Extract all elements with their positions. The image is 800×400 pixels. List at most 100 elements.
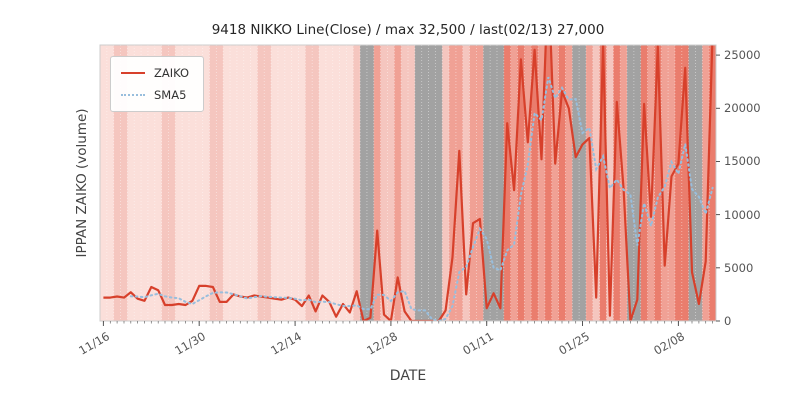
day-band: [599, 45, 607, 321]
legend-item-sma5: SMA5: [121, 88, 189, 102]
day-band: [449, 45, 457, 321]
day-band: [462, 45, 470, 321]
day-band: [613, 45, 621, 321]
day-band: [195, 45, 204, 321]
day-band: [647, 45, 655, 321]
x-axis-label: DATE: [389, 368, 427, 384]
day-band: [366, 45, 375, 321]
day-band: [202, 45, 210, 321]
day-band: [606, 45, 614, 321]
y-tick-label: 15000: [724, 154, 761, 169]
day-band: [695, 45, 703, 321]
day-band: [455, 45, 464, 321]
day-band: [387, 45, 395, 321]
day-band: [319, 45, 327, 321]
day-band: [120, 45, 128, 321]
day-band: [435, 45, 443, 321]
day-band: [243, 45, 251, 321]
day-band: [544, 45, 553, 321]
day-band: [134, 45, 142, 321]
day-band: [592, 45, 601, 321]
day-band: [216, 45, 224, 321]
day-band: [257, 45, 265, 321]
day-band: [627, 45, 635, 321]
day-band: [702, 45, 710, 321]
y-axis-label: IPPAN ZAIKO (volume): [74, 108, 90, 258]
day-band: [503, 45, 512, 321]
day-band: [223, 45, 231, 321]
day-band: [572, 45, 580, 321]
day-band: [106, 45, 115, 321]
day-band: [353, 45, 361, 321]
day-band: [394, 45, 402, 321]
day-band: [565, 45, 573, 321]
zaiko-line-sample: [121, 72, 145, 74]
day-band: [442, 45, 450, 321]
day-band: [127, 45, 135, 321]
day-band: [100, 45, 108, 321]
plot-border: [99, 44, 717, 322]
day-band: [654, 45, 662, 321]
day-band: [339, 45, 347, 321]
legend: ZAIKO SMA5: [110, 56, 205, 112]
day-band: [674, 45, 683, 321]
y-tick-label: 10000: [724, 207, 761, 222]
day-band: [408, 45, 416, 321]
day-band: [490, 45, 498, 321]
day-band: [360, 45, 368, 321]
day-band: [579, 45, 587, 321]
y-tick-label: 5000: [724, 260, 754, 275]
day-band: [531, 45, 539, 321]
day-band: [401, 45, 409, 321]
day-band: [271, 45, 279, 321]
day-band: [250, 45, 258, 321]
day-band: [640, 45, 648, 321]
day-band: [496, 45, 505, 321]
y-tick-label: 25000: [724, 48, 761, 63]
legend-item-zaiko: ZAIKO: [121, 66, 189, 80]
sma5-line-sample: [121, 94, 145, 96]
day-band: [585, 45, 594, 321]
day-band: [284, 45, 293, 321]
day-band: [113, 45, 121, 321]
day-band: [332, 45, 340, 321]
day-band: [141, 45, 149, 321]
day-band: [517, 45, 525, 321]
day-band: [188, 45, 197, 321]
day-band: [476, 45, 484, 321]
day-band: [538, 45, 546, 321]
day-band: [277, 45, 286, 321]
day-band: [168, 45, 176, 321]
day-band: [346, 45, 354, 321]
day-band: [305, 45, 313, 321]
day-band: [681, 45, 690, 321]
day-band: [154, 45, 162, 321]
y-tick-label: 0: [724, 314, 732, 328]
day-band: [558, 45, 566, 321]
day-band: [380, 45, 388, 321]
y-tick-label: 20000: [724, 101, 761, 116]
day-band: [264, 45, 272, 321]
day-band: [147, 45, 156, 321]
legend-label-zaiko: ZAIKO: [154, 66, 190, 80]
day-band: [414, 45, 423, 321]
day-band: [709, 45, 717, 321]
day-band: [633, 45, 642, 321]
day-band: [661, 45, 669, 321]
day-band: [551, 45, 559, 321]
day-band: [291, 45, 299, 321]
sma5-line: [129, 76, 714, 321]
day-band: [688, 45, 696, 321]
day-band: [524, 45, 532, 321]
day-band: [421, 45, 429, 321]
day-band: [209, 45, 217, 321]
day-band: [175, 45, 183, 321]
day-band: [325, 45, 334, 321]
day-band: [428, 45, 436, 321]
day-band: [182, 45, 190, 321]
chart-title: 9418 NIKKO Line(Close) / max 32,500 / la…: [211, 22, 605, 38]
day-band: [373, 45, 382, 321]
day-band: [469, 45, 477, 321]
day-band: [483, 45, 491, 321]
